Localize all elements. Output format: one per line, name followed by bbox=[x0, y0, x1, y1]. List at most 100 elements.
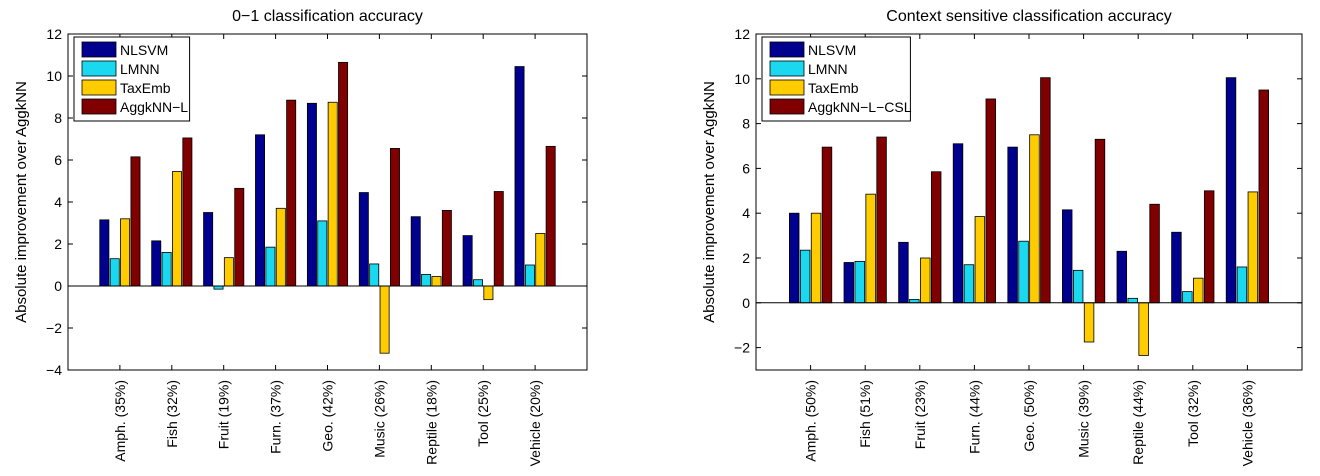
bar-music-3 bbox=[1094, 138, 1106, 304]
chart-title: 0−1 classification accuracy bbox=[232, 8, 423, 25]
bar-fish-2 bbox=[172, 171, 182, 287]
bar-amph-3 bbox=[130, 156, 141, 287]
bar-vehicle-1 bbox=[1236, 266, 1248, 304]
bar-vehicle-3 bbox=[1258, 89, 1269, 304]
bar-tool-2 bbox=[1193, 277, 1204, 304]
bar-reptile-3 bbox=[1149, 203, 1160, 304]
x-tick-label: Fruit (19%) bbox=[216, 380, 232, 449]
bar-geo-3 bbox=[1040, 77, 1051, 304]
chart-title: Context sensitive classification accurac… bbox=[886, 8, 1171, 25]
legend-swatch bbox=[81, 98, 117, 115]
bar-furn-1 bbox=[963, 264, 975, 304]
bar-furn-1 bbox=[265, 246, 276, 287]
y-tick-label: 8 bbox=[742, 116, 750, 132]
bar-music-0 bbox=[1062, 209, 1073, 304]
x-tick-label: Tool (25%) bbox=[475, 380, 491, 447]
bar-music-1 bbox=[369, 263, 380, 287]
x-tick-label: Geo. (42%) bbox=[320, 380, 336, 452]
bar-fish-0 bbox=[843, 262, 855, 304]
bar-amph-1 bbox=[109, 258, 120, 287]
x-tick-label: Fruit (23%) bbox=[912, 380, 928, 449]
bar-amph-2 bbox=[810, 212, 822, 304]
x-tick-label: Amph. (35%) bbox=[112, 380, 128, 462]
bar-vehicle-3 bbox=[545, 145, 556, 287]
y-tick-label: 2 bbox=[742, 250, 750, 266]
legend-label: TaxEmb bbox=[808, 80, 859, 96]
bar-reptile-2 bbox=[431, 276, 442, 287]
bar-fish-0 bbox=[151, 240, 162, 287]
legend-label: LMNN bbox=[120, 61, 160, 77]
legend-swatch bbox=[769, 60, 805, 77]
bar-reptile-2 bbox=[1138, 302, 1149, 356]
bar-fruit-1 bbox=[909, 299, 920, 304]
bar-tool-1 bbox=[1182, 291, 1193, 304]
legend-label: TaxEmb bbox=[120, 80, 171, 96]
bar-reptile-1 bbox=[421, 274, 432, 287]
bar-geo-1 bbox=[1018, 240, 1029, 304]
legend-label: AggkNN−L bbox=[120, 99, 188, 115]
bar-reptile-0 bbox=[1116, 250, 1128, 304]
y-tick-label: 6 bbox=[742, 160, 750, 176]
y-tick-label: 10 bbox=[46, 68, 62, 84]
bar-amph-2 bbox=[120, 218, 131, 287]
bar-music-0 bbox=[358, 192, 369, 287]
y-tick-label: 12 bbox=[46, 26, 62, 42]
bar-vehicle-2 bbox=[1247, 191, 1259, 304]
bar-furn-3 bbox=[985, 98, 996, 304]
bar-reptile-0 bbox=[410, 216, 421, 287]
bar-tool-3 bbox=[1203, 190, 1215, 304]
legend-label: NLSVM bbox=[120, 42, 168, 58]
bar-fish-3 bbox=[876, 136, 887, 304]
bar-geo-3 bbox=[338, 61, 349, 287]
bar-tool-1 bbox=[473, 279, 483, 287]
legend-label: LMNN bbox=[808, 61, 848, 77]
bar-furn-2 bbox=[275, 207, 286, 287]
bar-tool-0 bbox=[1171, 231, 1182, 304]
x-tick-label: Music (39%) bbox=[1076, 380, 1092, 458]
bar-geo-2 bbox=[327, 101, 338, 287]
bar-geo-0 bbox=[1007, 146, 1018, 304]
bar-fish-1 bbox=[161, 251, 172, 287]
y-tick-label: 0 bbox=[742, 295, 750, 311]
bar-reptile-1 bbox=[1127, 297, 1138, 304]
bar-amph-0 bbox=[789, 212, 800, 304]
x-tick-label: Tool (32%) bbox=[1185, 380, 1201, 447]
bar-vehicle-1 bbox=[524, 264, 535, 287]
legend-swatch bbox=[769, 98, 805, 115]
bar-furn-0 bbox=[952, 143, 964, 304]
bar-fruit-2 bbox=[920, 257, 931, 304]
x-tick-label: Vehicle (36%) bbox=[1239, 380, 1255, 466]
legend-label: NLSVM bbox=[808, 42, 856, 58]
y-axis-label: Absolute improvement over AggkNN bbox=[13, 81, 30, 323]
y-tick-label: 8 bbox=[54, 110, 62, 126]
x-tick-label: Furn. (37%) bbox=[268, 380, 284, 454]
y-tick-label: −2 bbox=[734, 340, 750, 356]
bar-amph-1 bbox=[799, 249, 811, 304]
x-tick-label: Geo. (50%) bbox=[1021, 380, 1037, 452]
y-tick-label: 2 bbox=[54, 236, 62, 252]
y-tick-label: 12 bbox=[734, 26, 750, 42]
bar-geo-2 bbox=[1029, 134, 1040, 304]
bar-geo-1 bbox=[317, 220, 328, 287]
bar-furn-2 bbox=[974, 216, 986, 304]
bar-vehicle-2 bbox=[535, 233, 546, 287]
x-tick-label: Amph. (50%) bbox=[803, 380, 819, 462]
bar-fruit-3 bbox=[930, 171, 942, 304]
x-tick-label: Vehicle (20%) bbox=[527, 380, 543, 466]
x-tick-label: Reptile (44%) bbox=[1130, 380, 1146, 465]
y-tick-label: 4 bbox=[54, 194, 62, 210]
bar-tool-0 bbox=[462, 235, 473, 287]
legend-label: AggkNN−L−CSL bbox=[808, 99, 912, 115]
legend-swatch bbox=[81, 41, 117, 58]
y-tick-label: −4 bbox=[46, 362, 62, 378]
bar-music-3 bbox=[390, 148, 400, 287]
bar-vehicle-0 bbox=[1225, 77, 1237, 304]
x-tick-label: Fish (51%) bbox=[857, 380, 873, 448]
bar-fruit-0 bbox=[898, 241, 909, 304]
bar-fish-1 bbox=[854, 260, 865, 304]
bar-vehicle-0 bbox=[514, 66, 525, 287]
legend: NLSVM LMNN TaxEmb AggkNN−L−CSL bbox=[761, 36, 912, 122]
y-tick-label: 6 bbox=[54, 152, 62, 168]
x-tick-label: Furn. (44%) bbox=[966, 380, 982, 454]
